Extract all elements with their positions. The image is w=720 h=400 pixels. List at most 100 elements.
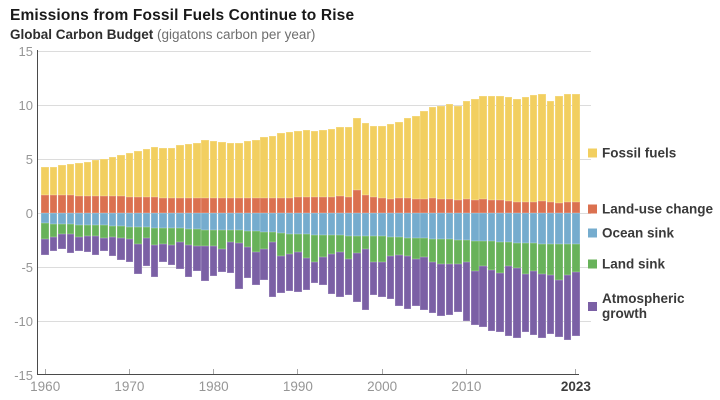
bar-segment-ocean-sink [83, 213, 92, 225]
bar-segment-land-sink [529, 243, 538, 272]
legend-item-ocean-sink: Ocean sink [588, 226, 674, 241]
bar-segment-land-use-change [176, 197, 184, 213]
x-tick-label: 2010 [451, 379, 482, 394]
bar-segment-fossil-fuels [75, 163, 83, 196]
bar-segment-land-use-change [504, 201, 513, 213]
legend-item-land-use-change: Land-use change [588, 202, 713, 217]
bar-segment-ocean-sink [327, 213, 336, 235]
bar-segment-land-sink [353, 235, 361, 253]
bar-segment-fossil-fuels [378, 125, 386, 198]
bar-segment-land-use-change [41, 194, 49, 213]
bar-segment-fossil-fuels [100, 159, 108, 196]
bar-segment-land-sink [201, 229, 209, 247]
bar-segment-land-use-change [479, 198, 487, 213]
bar-segment-land-sink [66, 224, 75, 234]
bar-segment-atmospheric-growth [302, 257, 311, 291]
bar-segment-ocean-sink [420, 213, 428, 239]
bar-segment-ocean-sink [49, 213, 58, 224]
bar-segment-ocean-sink [167, 213, 176, 229]
bar-segment-fossil-fuels [496, 96, 504, 201]
bar-segment-land-use-change [310, 196, 319, 213]
bar-segment-land-use-change [201, 197, 209, 213]
bar-segment-land-sink [412, 237, 420, 260]
bar-segment-ocean-sink [150, 213, 159, 228]
bar-segment-ocean-sink [454, 213, 462, 240]
x-tick [213, 368, 215, 374]
bar-segment-atmospheric-growth [336, 252, 344, 298]
bar-segment-land-sink [555, 244, 563, 280]
bar-segment-fossil-fuels [538, 94, 546, 202]
bar-segment-ocean-sink [108, 213, 117, 226]
bar-segment-atmospheric-growth [403, 256, 412, 310]
bar-segment-land-sink [184, 228, 193, 245]
bar-segment-land-sink [428, 238, 437, 262]
bar-segment-land-use-change [294, 196, 302, 213]
bar-segment-fossil-fuels [142, 149, 151, 197]
bar-segment-fossil-fuels [235, 142, 243, 198]
bar-segment-land-sink [285, 233, 294, 255]
bar-segment-atmospheric-growth [134, 243, 142, 274]
land-use-change-swatch-icon [588, 204, 597, 214]
bar-segment-atmospheric-growth [91, 236, 100, 256]
bar-segment-land-use-change [134, 196, 142, 213]
bar-segment-land-sink [159, 228, 167, 245]
bar-segment-ocean-sink [344, 213, 353, 236]
bar-segment-fossil-fuels [462, 100, 471, 199]
bar-segment-atmospheric-growth [252, 251, 260, 286]
bar-segment-land-use-change [445, 198, 454, 213]
bar-segment-fossil-fuels [201, 139, 209, 198]
bar-segment-land-use-change [428, 197, 437, 213]
bar-segment-fossil-fuels [243, 140, 252, 198]
bar-segment-atmospheric-growth [176, 241, 184, 270]
bar-segment-fossil-fuels [167, 148, 176, 198]
bar-segment-ocean-sink [134, 213, 142, 228]
bar-segment-land-sink [150, 227, 159, 246]
bar-segment-land-use-change [521, 202, 530, 213]
bar-segment-atmospheric-growth [117, 237, 125, 260]
bar-segment-fossil-fuels [209, 140, 218, 198]
bar-segment-atmospheric-growth [454, 263, 462, 313]
bar-segment-land-use-change [487, 200, 496, 213]
bar-segment-ocean-sink [75, 213, 83, 225]
bar-segment-atmospheric-growth [513, 267, 521, 339]
bar-segment-fossil-fuels [412, 115, 420, 199]
bar-segment-atmospheric-growth [66, 233, 75, 253]
bar-segment-land-sink [117, 225, 125, 238]
bar-segment-atmospheric-growth [546, 275, 555, 334]
bar-segment-land-use-change [100, 195, 108, 213]
bar-segment-atmospheric-growth [159, 244, 167, 263]
bar-segment-fossil-fuels [504, 97, 513, 202]
bar-segment-fossil-fuels [252, 139, 260, 198]
bar-segment-fossil-fuels [91, 160, 100, 196]
bar-segment-atmospheric-growth [235, 243, 243, 289]
bar-segment-land-use-change [277, 197, 285, 213]
bar-segment-land-sink [487, 241, 496, 271]
x-tick-label: 1990 [282, 379, 313, 394]
bar-segment-land-sink [378, 236, 386, 263]
bar-segment-ocean-sink [252, 213, 260, 232]
bar-segment-land-sink [277, 232, 285, 256]
bar-segment-atmospheric-growth [327, 254, 336, 294]
bar-segment-land-use-change [529, 202, 538, 213]
x-tick-label: 2000 [367, 379, 398, 394]
bar-segment-atmospheric-growth [386, 256, 395, 300]
bar-segment-fossil-fuels [83, 162, 92, 196]
bar-segment-fossil-fuels [176, 144, 184, 198]
bar-segment-atmospheric-growth [277, 255, 285, 294]
bar-segment-land-use-change [226, 197, 235, 213]
bar-segment-ocean-sink [243, 213, 252, 231]
bar-segment-atmospheric-growth [108, 237, 117, 257]
bar-segment-atmospheric-growth [361, 249, 370, 311]
bar-segment-fossil-fuels [41, 166, 49, 195]
y-axis-line [36, 50, 38, 375]
subtitle-bold: Global Carbon Budget [10, 27, 154, 42]
bar-segment-land-sink [403, 237, 412, 257]
legend-item-fossil-fuels: Fossil fuels [588, 146, 676, 161]
bar-segment-land-use-change [302, 196, 311, 213]
bar-segment-atmospheric-growth [471, 270, 479, 326]
bar-segment-land-sink [243, 230, 252, 247]
bar-segment-ocean-sink [319, 213, 327, 235]
gridline [38, 104, 591, 106]
x-tick-label: 1980 [198, 379, 229, 394]
bar-segment-land-use-change [218, 197, 226, 213]
